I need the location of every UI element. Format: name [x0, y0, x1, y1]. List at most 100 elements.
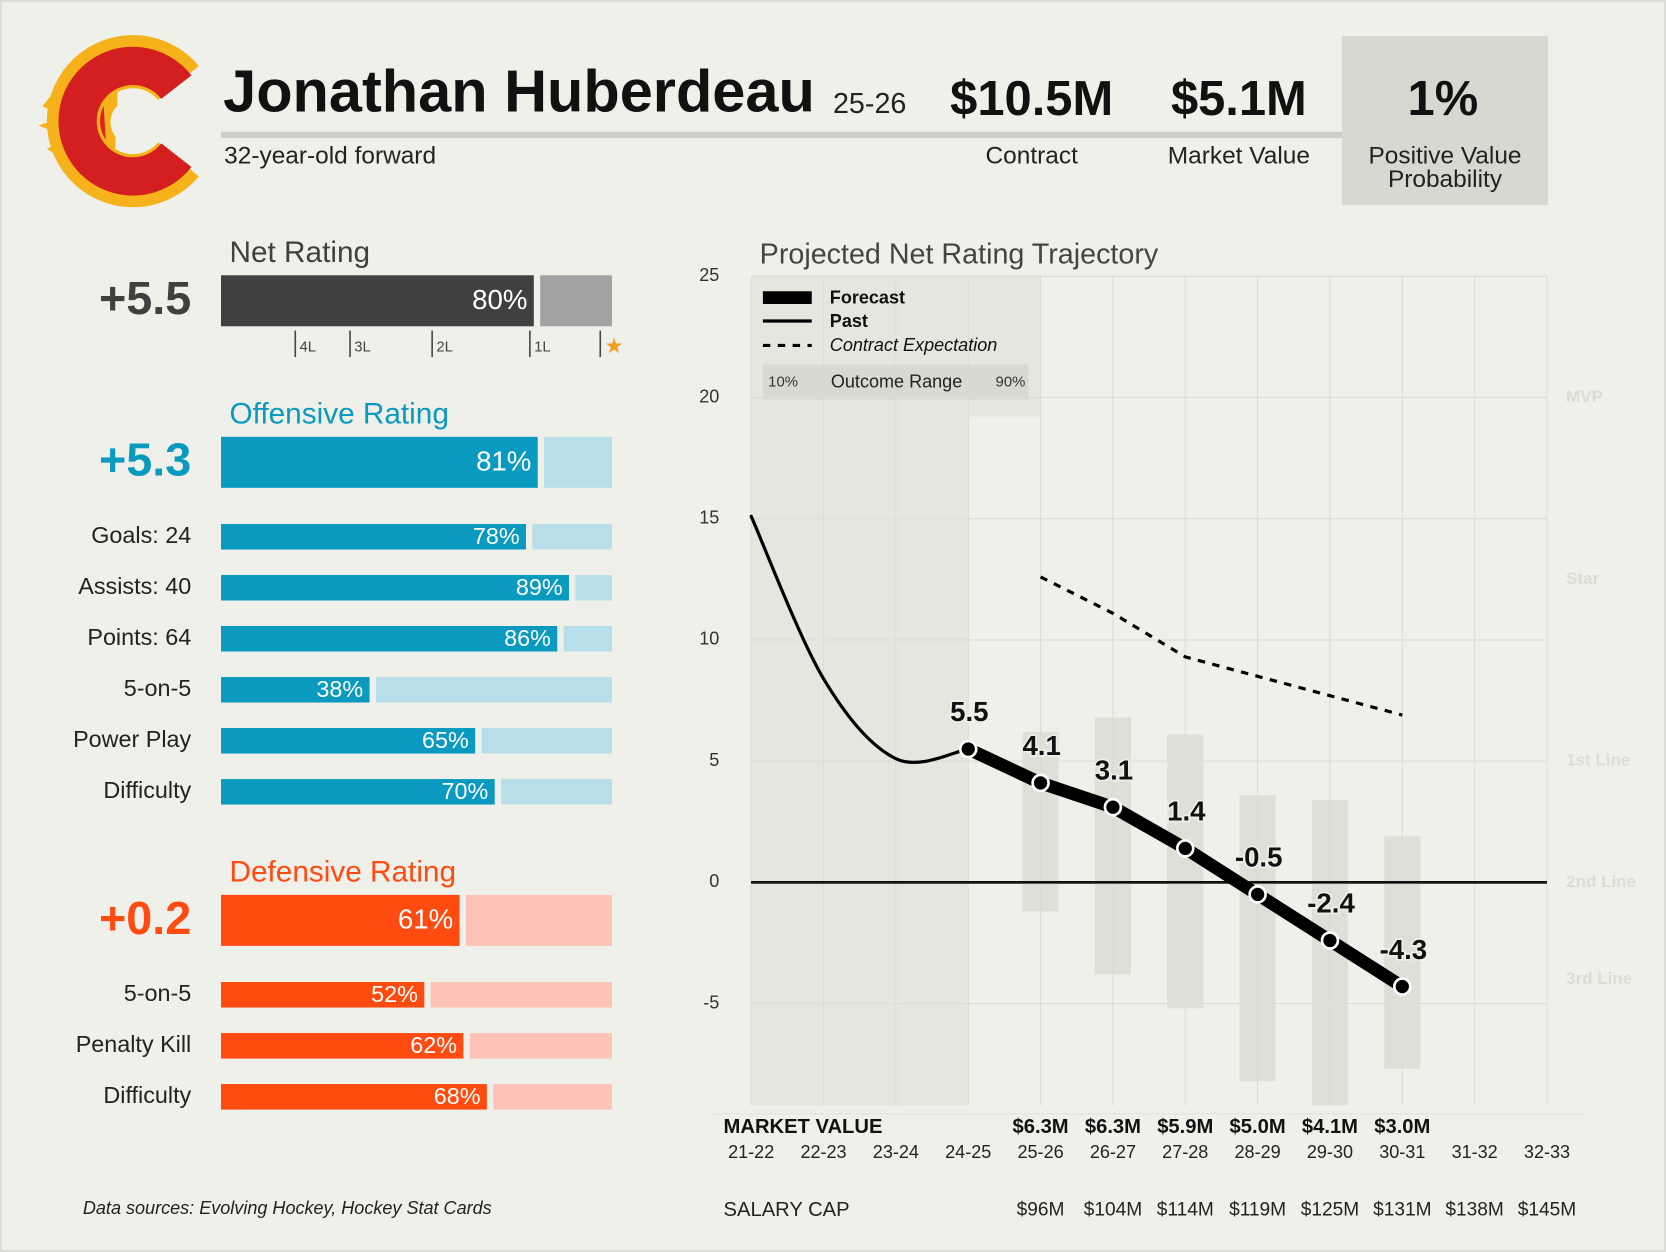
salary-cap: $114M [1157, 1200, 1214, 1221]
percentile-label: 62% [410, 1032, 457, 1058]
series-point [1320, 931, 1340, 950]
percentile-bar [221, 1033, 464, 1059]
y-tick-label: -5 [703, 992, 719, 1012]
probability-label: Positive Value Probability [1368, 143, 1522, 193]
percentile-bar [221, 894, 460, 946]
track-bar [544, 436, 612, 488]
tier-label: 1st Line [1566, 751, 1630, 770]
tier-label: 3rd Line [1566, 969, 1632, 988]
percentile-label: 65% [422, 727, 469, 753]
season: 25-26 [833, 88, 906, 120]
percentile-bar [221, 982, 425, 1008]
legend-label: Forecast [830, 287, 905, 307]
series-line [1039, 575, 1403, 717]
track-bar [430, 982, 612, 1008]
row-title: MARKET VALUE [724, 1116, 883, 1138]
salary-cap: $125M [1301, 1200, 1359, 1221]
x-tick-label: 31-32 [1452, 1142, 1498, 1162]
row-label: Goals: 24 [91, 522, 191, 548]
percentile-bar [221, 626, 558, 652]
row-label: Difficulty [103, 777, 191, 803]
x-tick-label: 23-24 [873, 1142, 919, 1162]
percentile-bar [221, 1084, 487, 1110]
subtitle: 32-year-old forward [224, 143, 436, 170]
data-label: -0.5 [1235, 842, 1283, 873]
series-point [1175, 839, 1195, 858]
tier-label: MVP [1566, 387, 1603, 406]
percentile-label: 89% [516, 574, 563, 600]
series-point [1248, 885, 1267, 904]
stat-value: $5.1M [1171, 72, 1307, 126]
legend-label: Outcome Range [831, 371, 962, 391]
track-bar [375, 677, 612, 703]
series-point [1031, 773, 1050, 793]
y-tick-label: 5 [709, 750, 719, 770]
team-logo [38, 35, 199, 208]
x-tick-label: 27-28 [1162, 1142, 1208, 1162]
legend-range-high: 90% [996, 375, 1026, 391]
percentile-bar [221, 728, 476, 754]
tier-marker-label: 1L [534, 339, 551, 355]
outcome-range [1239, 795, 1276, 1082]
footer: Data sources: Evolving Hockey, Hockey St… [83, 1198, 492, 1218]
percentile-label: 52% [371, 981, 418, 1007]
track-bar [540, 275, 612, 327]
section-value: +5.5 [99, 272, 191, 324]
percentile-bar [221, 677, 370, 703]
stat-value: $10.5M [950, 72, 1113, 126]
outcome-range [1311, 799, 1349, 1106]
percentile-bar [221, 275, 534, 327]
track-bar [575, 574, 612, 601]
percentile-label: 38% [316, 676, 363, 702]
section-value: +0.2 [99, 892, 191, 944]
probability-value: 1% [1408, 72, 1479, 126]
y-tick-label: 15 [699, 507, 719, 527]
x-tick-label: 28-29 [1235, 1142, 1281, 1162]
data-label: 5.5 [950, 696, 988, 727]
chart-title: Projected Net Rating Trajectory [760, 239, 1159, 271]
series-point [1393, 977, 1412, 996]
x-tick-label: 26-27 [1090, 1142, 1136, 1162]
outcome-range [1384, 836, 1421, 1069]
data-label: -2.4 [1307, 888, 1355, 919]
x-tick-label: 30-31 [1379, 1142, 1425, 1162]
data-label: 3.1 [1095, 754, 1133, 785]
section-title: Offensive Rating [230, 397, 449, 430]
percentile-label: 86% [504, 625, 551, 651]
salary-cap: $131M [1373, 1200, 1431, 1221]
stat-label: Contract [986, 143, 1079, 170]
track-bar [563, 626, 612, 652]
row-label: 5-on-5 [124, 675, 192, 701]
market-value: $6.3M [1013, 1116, 1069, 1138]
x-tick-label: 29-30 [1307, 1142, 1353, 1162]
market-value: $5.9M [1157, 1116, 1213, 1138]
plot: -5 0 5 10 15 20 25 MVP Star 1st Line 2nd Line 3rd L… [699, 265, 1636, 1221]
x-tick-label: 32-33 [1524, 1142, 1570, 1162]
y-tick-label: 10 [699, 629, 719, 649]
percentile-label: 81% [476, 446, 531, 477]
legend-range-low: 10% [768, 375, 798, 391]
market-value: $5.0M [1230, 1116, 1286, 1138]
data-label: 4.1 [1022, 730, 1060, 761]
y-tick-label: 25 [699, 265, 719, 285]
row-label: Assists: 40 [78, 573, 191, 599]
section-title: Net Rating [230, 236, 371, 269]
salary-cap: $96M [1017, 1200, 1065, 1221]
legend-label: Contract Expectation [830, 335, 998, 355]
market-value: $6.3M [1085, 1116, 1141, 1138]
outcome-range [1094, 717, 1131, 975]
tier-marker-label: 3L [354, 339, 371, 355]
percentile-label: 68% [434, 1083, 481, 1109]
data-label: -4.3 [1380, 934, 1428, 965]
outcome-range [1167, 734, 1204, 1009]
x-tick-label: 25-26 [1017, 1142, 1063, 1162]
stat-label: Market Value [1168, 143, 1310, 170]
player-name: Jonathan Huberdeau [223, 57, 815, 124]
track-bar [465, 894, 612, 946]
tier-label: 2nd Line [1566, 872, 1636, 891]
market-value: $4.1M [1302, 1116, 1358, 1138]
row-label: Difficulty [103, 1082, 191, 1108]
percentile-label: 61% [398, 904, 453, 935]
series-line [749, 514, 970, 764]
